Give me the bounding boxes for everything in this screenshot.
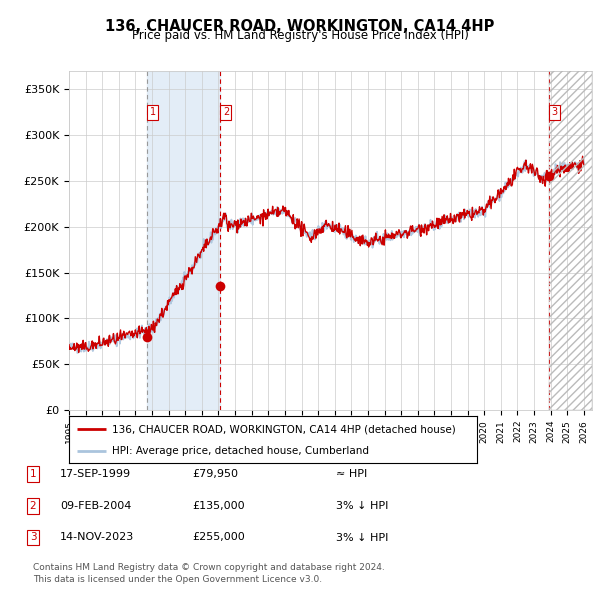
Text: 3% ↓ HPI: 3% ↓ HPI bbox=[336, 533, 388, 542]
Text: ≈ HPI: ≈ HPI bbox=[336, 469, 367, 478]
Text: 09-FEB-2004: 09-FEB-2004 bbox=[60, 501, 131, 510]
Text: £135,000: £135,000 bbox=[192, 501, 245, 510]
Bar bbox=[147, 71, 220, 410]
Text: £255,000: £255,000 bbox=[192, 533, 245, 542]
Text: 14-NOV-2023: 14-NOV-2023 bbox=[60, 533, 134, 542]
Text: 3: 3 bbox=[551, 107, 557, 117]
Text: 2: 2 bbox=[29, 501, 37, 510]
Text: 17-SEP-1999: 17-SEP-1999 bbox=[60, 469, 131, 478]
Text: Price paid vs. HM Land Registry's House Price Index (HPI): Price paid vs. HM Land Registry's House … bbox=[131, 30, 469, 42]
Text: £79,950: £79,950 bbox=[192, 469, 238, 478]
Text: 136, CHAUCER ROAD, WORKINGTON, CA14 4HP (detached house): 136, CHAUCER ROAD, WORKINGTON, CA14 4HP … bbox=[112, 424, 455, 434]
Text: 1: 1 bbox=[29, 469, 37, 478]
Bar bbox=[548, 71, 592, 410]
Text: 3% ↓ HPI: 3% ↓ HPI bbox=[336, 501, 388, 510]
Text: 2: 2 bbox=[223, 107, 229, 117]
Text: 1: 1 bbox=[150, 107, 156, 117]
Text: Contains HM Land Registry data © Crown copyright and database right 2024.
This d: Contains HM Land Registry data © Crown c… bbox=[33, 563, 385, 584]
Text: 3: 3 bbox=[29, 533, 37, 542]
Text: HPI: Average price, detached house, Cumberland: HPI: Average price, detached house, Cumb… bbox=[112, 447, 369, 456]
Text: 136, CHAUCER ROAD, WORKINGTON, CA14 4HP: 136, CHAUCER ROAD, WORKINGTON, CA14 4HP bbox=[106, 19, 494, 34]
